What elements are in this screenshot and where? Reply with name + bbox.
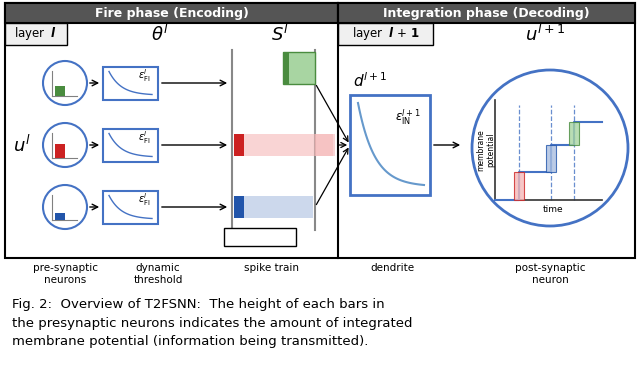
Text: $\epsilon^l_{\rm FI}$: $\epsilon^l_{\rm FI}$ <box>138 129 150 146</box>
Bar <box>5 3 635 258</box>
Bar <box>350 95 430 195</box>
Text: post-synaptic
neuron: post-synaptic neuron <box>515 263 585 285</box>
Text: synapse: synapse <box>237 232 283 242</box>
Text: $S^l$: $S^l$ <box>271 23 289 45</box>
Circle shape <box>43 185 87 229</box>
Text: $u^l$: $u^l$ <box>13 134 31 155</box>
Text: dynamic
threshold: dynamic threshold <box>133 263 182 285</box>
Text: $d^{l+1}$: $d^{l+1}$ <box>353 72 387 91</box>
Circle shape <box>43 61 87 105</box>
Bar <box>103 128 158 161</box>
Bar <box>234 196 313 218</box>
Circle shape <box>472 70 628 226</box>
Text: layer  $\boldsymbol{l}$: layer $\boldsymbol{l}$ <box>15 26 58 42</box>
Text: membrane
potential: membrane potential <box>476 129 496 171</box>
Bar <box>338 3 635 23</box>
Bar <box>315 134 335 156</box>
Bar <box>546 145 556 172</box>
Text: $\epsilon^{l+1}_{\rm IN}$: $\epsilon^{l+1}_{\rm IN}$ <box>395 107 421 127</box>
Bar <box>234 134 333 156</box>
Text: pre-synaptic
neurons: pre-synaptic neurons <box>33 263 97 285</box>
Bar <box>234 134 244 156</box>
Text: Integration phase (Decoding): Integration phase (Decoding) <box>383 7 590 19</box>
Bar <box>224 228 296 246</box>
Text: $\epsilon^l_{\rm FI}$: $\epsilon^l_{\rm FI}$ <box>138 67 150 84</box>
Text: $\theta^l$: $\theta^l$ <box>151 23 169 45</box>
Text: dendrite: dendrite <box>370 263 414 273</box>
Circle shape <box>43 123 87 167</box>
Bar <box>338 23 433 45</box>
Text: $u^{l+1}$: $u^{l+1}$ <box>525 23 565 45</box>
Bar <box>569 122 579 145</box>
Bar <box>283 52 315 84</box>
Bar <box>55 144 65 158</box>
Bar <box>234 196 244 218</box>
Bar <box>5 3 338 23</box>
Bar <box>5 23 67 45</box>
Bar <box>55 86 65 96</box>
Text: $\epsilon^l_{\rm FI}$: $\epsilon^l_{\rm FI}$ <box>138 191 150 208</box>
Text: spike train: spike train <box>244 263 300 273</box>
Text: Fig. 2:  Overview of T2FSNN:  The height of each bars in
the presynaptic neurons: Fig. 2: Overview of T2FSNN: The height o… <box>12 298 413 348</box>
Text: time: time <box>543 204 564 214</box>
Bar <box>103 66 158 100</box>
Text: layer  $\boldsymbol{l}$ + $\mathbf{1}$: layer $\boldsymbol{l}$ + $\mathbf{1}$ <box>351 26 419 42</box>
Bar <box>513 172 524 200</box>
Text: Fire phase (Encoding): Fire phase (Encoding) <box>95 7 248 19</box>
Bar <box>283 52 289 84</box>
Bar <box>103 191 158 223</box>
Bar <box>55 213 65 220</box>
